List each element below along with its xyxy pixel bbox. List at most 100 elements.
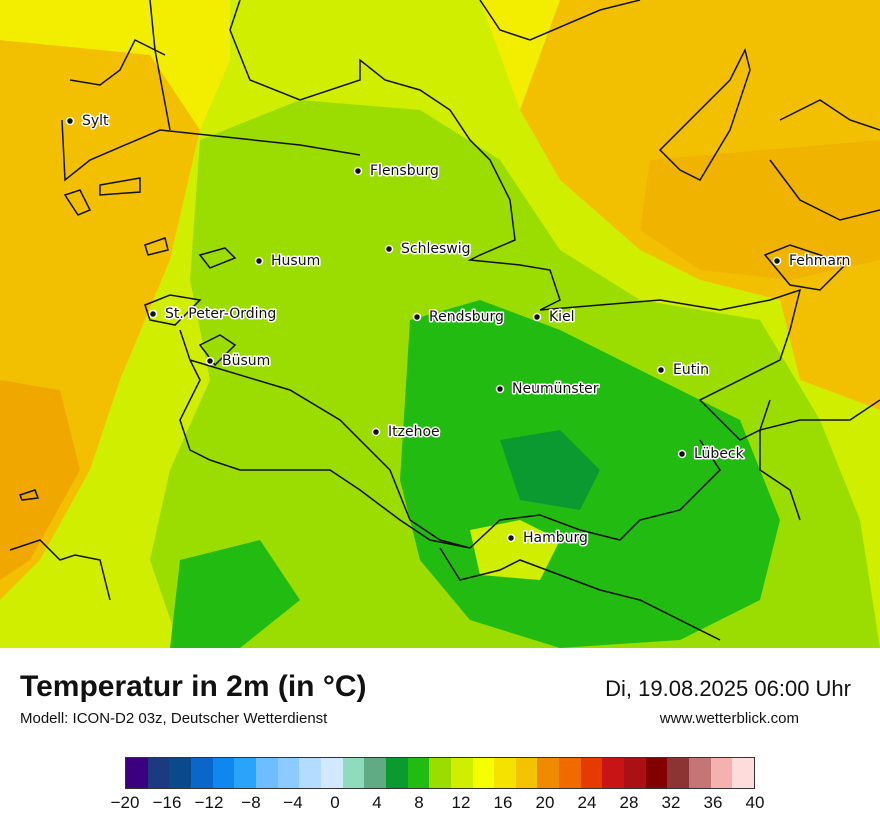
legend-tick-label: 32: [661, 793, 681, 812]
legend-tick-label: 16: [493, 793, 513, 812]
city-marker: [656, 365, 666, 375]
city-marker: [65, 116, 75, 126]
legend-swatch: [472, 758, 495, 788]
legend-swatch: [190, 758, 213, 788]
legend-swatch: [407, 758, 430, 788]
field-orange-east-core: [640, 140, 880, 280]
city-marker: [772, 256, 782, 266]
legend-swatch: [342, 758, 365, 788]
city-fehmarn: Fehmarn: [772, 252, 852, 271]
city-label: Eutin: [673, 362, 709, 378]
legend-swatch: [277, 758, 300, 788]
city-label: Kiel: [549, 309, 575, 325]
legend-swatch: [234, 758, 256, 788]
temperature-map: Sylt Flensburg Schleswig Husum Fehmarn S…: [0, 0, 880, 648]
legend-swatch: [732, 758, 755, 788]
website-link: www.wetterblick.com: [659, 710, 799, 727]
legend-swatch: [580, 758, 603, 788]
city-label: Flensburg: [370, 163, 439, 179]
legend-tick-label: 24: [577, 793, 597, 812]
legend-tick-label: 0: [330, 793, 340, 812]
legend-tick-label: −4: [283, 793, 303, 812]
legend-swatch: [710, 758, 733, 788]
legend-swatch: [537, 758, 560, 788]
legend-swatch: [169, 758, 191, 788]
forecast-datetime: Di, 19.08.2025 06:00 Uhr: [605, 676, 851, 701]
legend-swatch: [602, 758, 625, 788]
legend-swatch: [385, 758, 408, 788]
city-luebeck: Lübeck: [677, 445, 746, 464]
city-marker: [506, 533, 516, 543]
city-label: Neumünster: [512, 381, 599, 397]
city-husum: Husum: [254, 252, 322, 271]
city-label: Hamburg: [523, 530, 588, 546]
city-marker: [412, 312, 422, 322]
city-label: Fehmarn: [789, 253, 850, 269]
legend-swatch: [624, 758, 646, 788]
legend-swatch: [515, 758, 538, 788]
city-marker: [532, 312, 542, 322]
legend-tick-label: 36: [703, 793, 723, 812]
city-label: Schleswig: [401, 241, 470, 257]
city-label: Büsum: [222, 353, 270, 369]
legend-tick-label: 20: [535, 793, 555, 812]
legend-tick-label: −12: [194, 793, 224, 812]
legend-tick-label: −8: [241, 793, 261, 812]
city-itzehoe: Itzehoe: [371, 423, 441, 442]
legend-swatch: [147, 758, 170, 788]
city-hamburg: Hamburg: [506, 529, 589, 548]
legend-swatch: [299, 758, 321, 788]
city-label: Lübeck: [694, 446, 745, 462]
legend-swatch: [559, 758, 581, 788]
legend-swatch: [494, 758, 516, 788]
city-label: Rendsburg: [429, 309, 504, 325]
city-marker: [148, 309, 158, 319]
legend-swatch: [212, 758, 235, 788]
legend-swatch: [645, 758, 668, 788]
legend-swatch: [364, 758, 386, 788]
city-rendsburg: Rendsburg: [412, 308, 505, 327]
city-marker: [677, 449, 687, 459]
legend-swatch: [320, 758, 343, 788]
city-marker: [384, 244, 394, 254]
legend-swatch: [255, 758, 278, 788]
city-marker: [353, 166, 363, 176]
field-darkgreen-core: [500, 430, 600, 510]
city-flensburg: Flensburg: [353, 162, 440, 181]
legend-tick-label: −16: [152, 793, 182, 812]
legend-ticks: −20 −16 −12 −8 −4 0 4 8 12 16 20 24 28 32 36 40: [0, 793, 880, 819]
model-info: Modell: ICON-D2 03z, Deutscher Wetterdie…: [20, 710, 328, 727]
legend-tick-label: 40: [745, 793, 765, 812]
city-eutin: Eutin: [656, 361, 710, 380]
coastlines: [9, 0, 880, 641]
city-label: St. Peter-Ording: [165, 306, 276, 322]
color-legend: [125, 757, 755, 789]
city-buesum: Büsum: [205, 352, 272, 371]
field-darkgreen-sw: [170, 540, 300, 648]
city-schleswig: Schleswig: [384, 240, 472, 259]
legend-tick-label: −20: [110, 793, 140, 812]
city-label: Itzehoe: [388, 424, 440, 440]
legend-tick-label: 12: [451, 793, 471, 812]
legend-tick-label: 4: [372, 793, 382, 812]
map-title: Temperatur in 2m (in °C): [20, 670, 367, 703]
legend-swatch: [689, 758, 711, 788]
city-neumuenster: Neumünster: [495, 380, 600, 399]
city-kiel: Kiel: [532, 308, 576, 327]
city-marker: [254, 256, 264, 266]
legend-swatch: [126, 758, 148, 788]
city-st-peter-ording: St. Peter-Ording: [148, 305, 278, 324]
map-canvas: Sylt Flensburg Schleswig Husum Fehmarn S…: [0, 0, 880, 648]
legend-swatch: [667, 758, 690, 788]
city-marker: [205, 356, 215, 366]
legend-tick-label: 8: [414, 793, 424, 812]
field-hamburg-warm: [470, 520, 560, 580]
field-orange-sw: [0, 380, 80, 580]
legend-tick-label: 28: [619, 793, 639, 812]
legend-swatch: [429, 758, 451, 788]
legend-swatch: [450, 758, 473, 788]
city-label: Sylt: [82, 113, 109, 129]
city-marker: [495, 384, 505, 394]
city-sylt: Sylt: [65, 112, 111, 131]
city-marker: [371, 427, 381, 437]
